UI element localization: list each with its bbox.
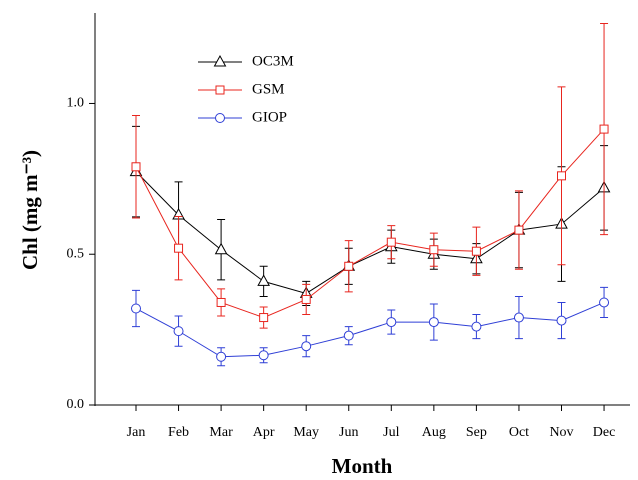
data-point [344, 261, 354, 271]
data-point [301, 341, 312, 352]
x-tick-label: Apr [253, 425, 275, 440]
data-point [214, 242, 228, 255]
data-point [216, 351, 227, 362]
data-point [514, 225, 524, 235]
data-point [429, 245, 439, 255]
data-point [258, 350, 269, 361]
x-tick-label: Dec [593, 425, 616, 440]
data-point [301, 294, 311, 304]
data-point [343, 330, 354, 341]
data-point [557, 171, 566, 181]
x-axis-title: Month [332, 454, 393, 478]
legend-marker [215, 85, 225, 95]
x-tick-label: May [293, 425, 319, 440]
x-tick-label: Nov [549, 425, 573, 440]
data-point [216, 297, 226, 307]
x-tick-label: Jan [127, 425, 146, 440]
data-point [556, 315, 567, 326]
y-tick-label: 1.0 [67, 96, 85, 111]
legend-label: GIOP [252, 109, 287, 125]
data-point [386, 237, 396, 247]
legend-marker [215, 113, 225, 123]
data-point [174, 243, 184, 253]
data-point [257, 274, 270, 286]
data-point [599, 124, 609, 134]
data-point [386, 317, 397, 328]
x-tick-label: Oct [509, 425, 529, 440]
series-line [135, 302, 605, 358]
x-tick-label: Mar [209, 425, 233, 440]
y-tick-label: 0.0 [67, 397, 85, 412]
data-point [471, 246, 481, 256]
data-point [428, 317, 439, 328]
data-point [173, 326, 184, 337]
x-tick-label: Jun [339, 425, 358, 440]
x-tick-label: Jul [383, 425, 399, 440]
legend-label: OC3M [252, 53, 294, 69]
legend-label: GSM [252, 81, 285, 97]
data-point [599, 297, 610, 308]
data-point [131, 303, 141, 314]
y-axis-title: Chl (mg m⁻³) [18, 150, 42, 270]
data-point [471, 321, 482, 332]
x-tick-label: Aug [422, 425, 446, 440]
x-tick-label: Sep [466, 425, 487, 440]
data-point [131, 162, 141, 172]
series-line [135, 171, 605, 294]
y-tick-label: 0.5 [67, 246, 85, 261]
legend-marker [213, 54, 227, 67]
x-tick-label: Feb [168, 425, 189, 440]
series-line [135, 128, 605, 319]
data-point [513, 312, 524, 323]
data-point [259, 313, 269, 323]
